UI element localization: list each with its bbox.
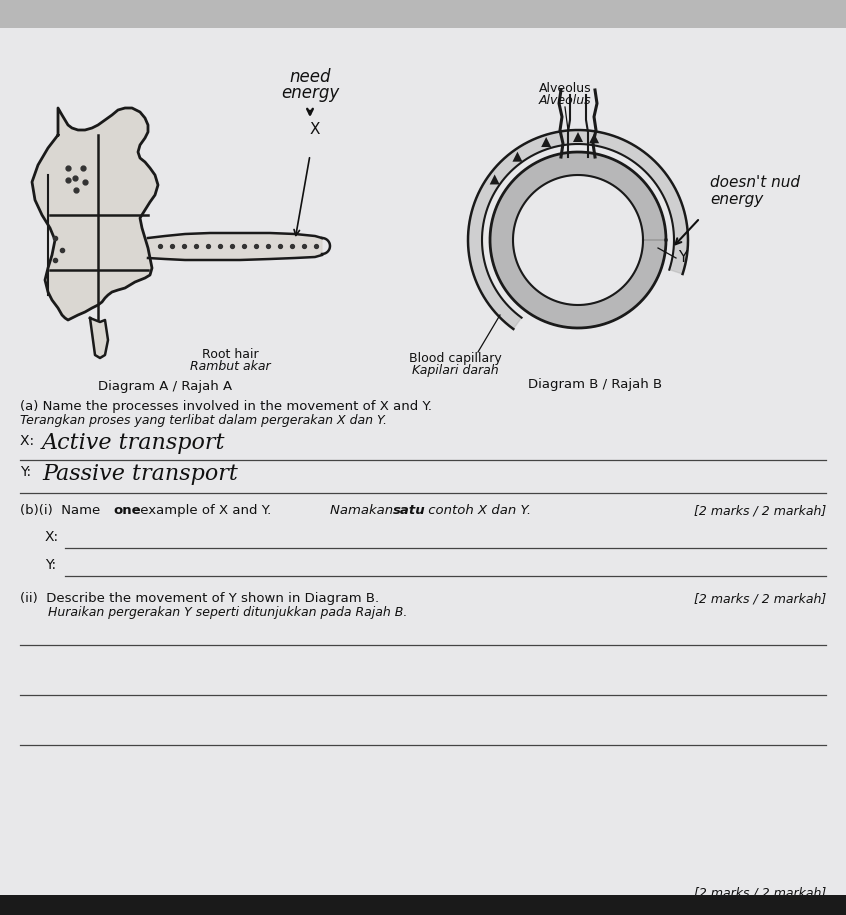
Text: X:: X:: [20, 434, 39, 448]
Bar: [0, 0, 846, 28]
Text: Y: Y: [678, 251, 687, 265]
Polygon shape: [90, 318, 108, 358]
Polygon shape: [573, 132, 583, 142]
Text: Alveolus: Alveolus: [539, 82, 591, 95]
Text: contoh X dan Y.: contoh X dan Y.: [424, 504, 531, 517]
Text: Huraikan pergerakan Y seperti ditunjukkan pada Rajah B.: Huraikan pergerakan Y seperti ditunjukka…: [20, 606, 408, 619]
Text: Rambut akar: Rambut akar: [190, 360, 271, 373]
Text: satu: satu: [393, 504, 426, 517]
Text: Terangkan proses yang terlibat dalam pergerakan X dan Y.: Terangkan proses yang terlibat dalam per…: [20, 414, 387, 427]
Text: Blood capillary: Blood capillary: [409, 352, 502, 365]
Polygon shape: [468, 130, 688, 329]
Text: Passive transport: Passive transport: [42, 463, 238, 485]
Polygon shape: [541, 137, 552, 147]
Text: X: X: [310, 123, 321, 137]
Text: Namakan: Namakan: [330, 504, 398, 517]
Text: Alveolus: Alveolus: [539, 94, 591, 107]
Text: energy: energy: [710, 192, 763, 207]
Text: [2 marks / 2 markah]: [2 marks / 2 markah]: [694, 504, 826, 517]
Text: Root hair: Root hair: [201, 348, 258, 361]
Polygon shape: [32, 108, 158, 320]
Polygon shape: [490, 152, 666, 328]
Text: [2 marks / 2 markah]: [2 marks / 2 markah]: [694, 887, 826, 900]
Polygon shape: [589, 134, 599, 144]
Text: (ii)  Describe the movement of Y shown in Diagram B.: (ii) Describe the movement of Y shown in…: [20, 592, 379, 605]
Text: Diagram B / Rajah B: Diagram B / Rajah B: [528, 378, 662, 391]
Text: Active transport: Active transport: [42, 432, 226, 454]
Polygon shape: [148, 233, 322, 260]
Text: (b)(i)  Name: (b)(i) Name: [20, 504, 105, 517]
Text: Kapilari darah: Kapilari darah: [412, 364, 498, 377]
Text: Diagram A / Rajah A: Diagram A / Rajah A: [98, 380, 232, 393]
Text: example of X and Y.: example of X and Y.: [136, 504, 272, 517]
Polygon shape: [513, 152, 523, 162]
Text: X:: X:: [45, 530, 59, 544]
Polygon shape: [490, 175, 500, 185]
Text: (a) Name the processes involved in the movement of X and Y.: (a) Name the processes involved in the m…: [20, 400, 432, 413]
Text: doesn't nud: doesn't nud: [710, 175, 800, 190]
Text: Y:: Y:: [20, 465, 36, 479]
Bar: [0, 895, 846, 915]
Text: [2 marks / 2 markah]: [2 marks / 2 markah]: [694, 592, 826, 605]
Text: energy: energy: [281, 84, 339, 102]
Text: one: one: [113, 504, 140, 517]
Text: need: need: [289, 68, 331, 86]
Text: Y:: Y:: [45, 558, 56, 572]
